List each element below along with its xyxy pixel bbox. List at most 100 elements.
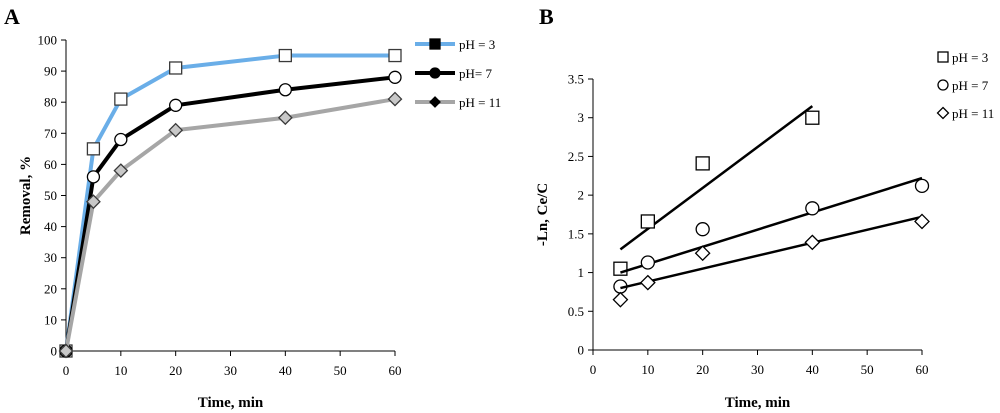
legend: pH = 3 pH= 7 pH = 11 [415, 37, 501, 110]
x-tick-label: 10 [641, 362, 654, 377]
x-axis-label: Time, min [198, 395, 264, 411]
x-tick-label: 40 [279, 363, 292, 378]
y-tick-label: 100 [38, 33, 58, 48]
legend-label: pH = 7 [952, 78, 989, 93]
data-point [168, 122, 184, 138]
legend-label: pH = 11 [459, 95, 501, 110]
y-tick-label: 0 [51, 344, 58, 359]
data-point [804, 234, 821, 251]
series-2 [613, 176, 930, 294]
legend-item-2: pH = 7 [937, 78, 989, 93]
data-point [914, 178, 930, 194]
x-tick-label: 30 [224, 363, 237, 378]
legend: pH = 3 pH = 7 pH = 11 [936, 50, 994, 121]
legend-label: pH = 3 [459, 37, 495, 52]
y-tick-label: 80 [44, 95, 57, 110]
y-tick-label: 20 [44, 281, 57, 296]
data-point [86, 170, 101, 184]
y-tick-label: 1.5 [568, 226, 584, 241]
legend-marker [429, 38, 441, 50]
series-1 [613, 105, 820, 276]
x-tick-label: 40 [806, 362, 819, 377]
data-point [278, 83, 292, 97]
data-point [85, 194, 101, 210]
data-point [169, 61, 183, 75]
data-point [639, 274, 656, 291]
x-tick-label: 50 [334, 363, 347, 378]
y-tick-label: 2 [578, 188, 585, 203]
data-point [278, 48, 292, 63]
legend-item-1: pH = 3 [415, 37, 495, 52]
chart-panel-b: B 0 0.5 1 1.5 2 2.5 3 3.5 0 10 20 30 40 50 60 Time, min -… [535, 4, 994, 411]
y-tick-label: 3.5 [568, 72, 584, 87]
series-3 [612, 213, 930, 308]
y-tick-label: 2.5 [568, 149, 584, 164]
data-point [805, 201, 820, 216]
y-tick-label: 1 [578, 265, 585, 280]
legend-label: pH = 11 [952, 106, 994, 121]
data-point [613, 261, 628, 276]
data-point [388, 48, 402, 63]
legend-item-3: pH = 11 [936, 106, 994, 121]
y-tick-label: 40 [44, 219, 57, 234]
legend-marker [429, 96, 441, 108]
series-3 [58, 91, 403, 359]
x-tick-label: 30 [751, 362, 764, 377]
legend-marker [936, 106, 950, 120]
data-point [58, 343, 74, 359]
legend-label: pH = 3 [952, 50, 988, 65]
legend-marker [937, 79, 949, 91]
legend-item-2: pH= 7 [415, 66, 492, 81]
data-point [113, 163, 129, 179]
x-tick-label: 50 [861, 362, 874, 377]
x-tick-label: 20 [169, 363, 182, 378]
y-tick-label: 30 [44, 250, 57, 265]
data-point [387, 91, 403, 107]
y-tick-label: 50 [44, 188, 57, 203]
y-axis-label: -Ln, Ce/C [535, 183, 551, 246]
data-point [169, 98, 183, 112]
series-line [64, 53, 395, 352]
x-axis-label: Time, min [725, 395, 791, 411]
data-point [914, 213, 930, 230]
x-tick-label: 60 [916, 362, 929, 377]
y-tick-label: 0.5 [568, 304, 584, 319]
trend-line [620, 215, 923, 290]
legend-marker [429, 67, 441, 79]
y-tick-label: 10 [44, 312, 57, 327]
y-tick-label: 90 [44, 64, 57, 79]
data-point [86, 142, 101, 156]
y-tick-label: 70 [44, 126, 57, 141]
data-point [277, 110, 293, 126]
x-tick-label: 0 [63, 363, 70, 378]
x-tick-label: 10 [114, 363, 127, 378]
data-point [612, 291, 629, 308]
x-tick-label: 0 [590, 362, 597, 377]
chart-panel-a: A 0 10 20 30 40 50 60 70 80 90 100 0 10 20 30 40 50 60 Time… [4, 4, 501, 411]
data-point [805, 110, 820, 125]
trend-line [620, 176, 923, 274]
legend-item-1: pH = 3 [937, 50, 988, 65]
data-point [388, 70, 402, 84]
data-point [114, 132, 128, 147]
y-axis-label: Removal, % [18, 156, 34, 235]
y-tick-label: 0 [578, 343, 585, 358]
x-tick-label: 20 [696, 362, 709, 377]
y-tick-label: 60 [44, 157, 57, 172]
data-point [114, 92, 128, 106]
data-point [694, 245, 711, 262]
data-point [695, 222, 710, 237]
y-tick-label: 3 [578, 110, 585, 125]
data-point [640, 214, 655, 229]
series-line [64, 75, 396, 352]
legend-item-3: pH = 11 [415, 95, 501, 110]
legend-marker [937, 51, 949, 63]
data-point [695, 156, 710, 171]
panel-letter: B [539, 4, 554, 29]
legend-label: pH= 7 [459, 66, 492, 81]
panel-letter: A [4, 4, 20, 29]
data-point [640, 255, 655, 270]
x-tick-label: 60 [389, 363, 402, 378]
series-line [64, 97, 396, 352]
